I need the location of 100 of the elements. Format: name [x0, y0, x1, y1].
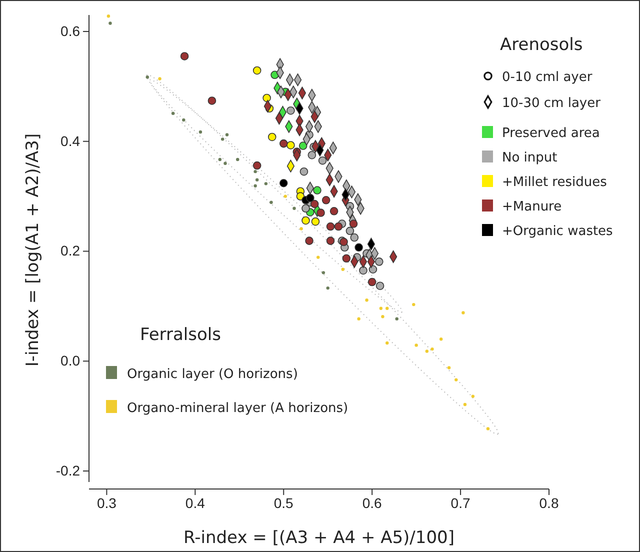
- point: [306, 194, 314, 202]
- y-tick-label: 0.2: [60, 242, 80, 259]
- point: [425, 350, 429, 353]
- point: [286, 141, 295, 150]
- point: [375, 258, 384, 266]
- point: [322, 271, 326, 274]
- point: [264, 182, 268, 186]
- annotation: 10-30 cm layer: [502, 96, 602, 111]
- point: [354, 243, 363, 252]
- point: [471, 394, 475, 398]
- point: [300, 227, 303, 230]
- point: [158, 77, 162, 80]
- point: [270, 200, 273, 204]
- point: [412, 302, 416, 306]
- point: [225, 133, 229, 136]
- point: [326, 236, 335, 245]
- annotation: Organic layer (O horizons): [127, 367, 298, 382]
- point: [254, 184, 257, 188]
- point: [296, 192, 305, 200]
- y-tick-label: 0.6: [60, 22, 80, 39]
- annotation: Ferralsols: [140, 325, 222, 345]
- point: [439, 338, 443, 341]
- point: [350, 233, 359, 242]
- legend-label: No input: [502, 150, 558, 166]
- point: [486, 427, 490, 430]
- point: [180, 52, 189, 60]
- point: [330, 207, 338, 216]
- annotation: 0-10 cml ayer: [502, 70, 593, 85]
- point: [279, 139, 288, 148]
- point: [342, 254, 351, 263]
- point: [395, 317, 398, 320]
- x-tick-label: 0.4: [185, 494, 206, 511]
- x-axis-title: R-index = [(A3 + A4 + A5)/100]: [184, 528, 454, 548]
- point: [311, 217, 320, 226]
- point: [368, 278, 376, 286]
- point: [108, 22, 112, 25]
- x-tick-label: 0.6: [362, 494, 382, 511]
- point: [326, 286, 330, 290]
- point: [236, 158, 240, 162]
- point: [376, 282, 384, 290]
- point: [463, 402, 467, 406]
- point: [171, 112, 175, 115]
- point: [414, 344, 418, 347]
- point: [430, 347, 434, 351]
- point: [454, 378, 458, 382]
- point: [365, 298, 368, 302]
- point: [379, 306, 383, 310]
- legend-label: +Millet residues: [502, 175, 608, 190]
- point: [208, 96, 216, 105]
- x-tick-label: 0.3: [96, 494, 117, 511]
- point: [349, 220, 358, 228]
- point: [220, 138, 224, 141]
- point: [334, 222, 343, 231]
- point: [357, 317, 360, 320]
- point: [322, 196, 330, 204]
- point: [300, 167, 308, 176]
- point: [308, 150, 316, 160]
- point: [255, 178, 259, 182]
- legend-label: +Manure: [502, 200, 562, 214]
- point: [286, 106, 295, 115]
- y-tick-label: 0.0: [60, 352, 80, 369]
- y-axis-title: I-index = [log(A1 + A2)/A3]: [23, 133, 43, 367]
- point: [310, 200, 319, 208]
- point: [106, 14, 110, 18]
- point: [182, 118, 186, 122]
- x-tick-label: 0.5: [274, 494, 294, 511]
- x-tick-label: 0.7: [450, 494, 470, 511]
- y-tick-label: -0.2: [56, 462, 80, 478]
- point: [268, 132, 276, 142]
- point: [302, 204, 310, 213]
- legend-title: Arenosols: [500, 35, 583, 55]
- legend-label: +Organic wastes: [502, 224, 614, 239]
- y-tick-label: 0.4: [60, 132, 80, 149]
- point: [386, 306, 389, 310]
- point: [386, 341, 389, 345]
- point: [368, 265, 378, 274]
- point: [146, 75, 149, 79]
- point: [302, 216, 310, 225]
- annotation: Organo-mineral layer (A horizons): [127, 401, 348, 416]
- point: [316, 256, 320, 259]
- point: [341, 268, 344, 271]
- legend-label: Preserved area: [502, 126, 600, 141]
- point: [218, 158, 222, 162]
- point: [462, 311, 465, 314]
- point: [252, 161, 262, 170]
- point: [279, 178, 288, 188]
- point: [318, 156, 327, 165]
- x-tick-label: 0.8: [539, 494, 559, 511]
- point: [305, 236, 314, 245]
- point: [292, 206, 296, 210]
- point: [326, 222, 335, 231]
- point: [254, 170, 257, 174]
- point: [313, 186, 322, 194]
- point: [447, 366, 451, 370]
- point: [252, 66, 262, 75]
- point: [198, 130, 202, 134]
- point: [359, 266, 368, 275]
- point: [284, 194, 287, 198]
- point: [298, 142, 308, 150]
- point: [224, 162, 227, 165]
